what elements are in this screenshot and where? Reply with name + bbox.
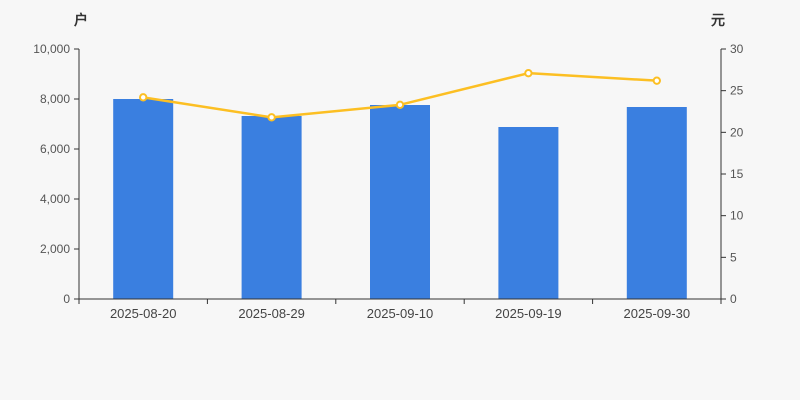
right-axis-tick-label: 25 [730,84,744,98]
axes-group: 0 2,000 4,000 6,000 8,000 10,000 0 5 10 15 20 25 30 2… [33,42,743,321]
left-axis-tick-label: 8,000 [40,92,70,106]
x-axis-date-label: 2025-09-10 [367,306,434,321]
price-point-2025-08-20[interactable] [139,93,148,102]
right-axis-tick-label: 30 [730,42,744,56]
x-axis-date-label: 2025-09-19 [495,306,562,321]
right-axis-tick-label: 20 [730,125,744,139]
left-axis-tick-label: 10,000 [33,42,70,56]
x-axis-date-label: 2025-08-29 [238,306,305,321]
right-axis-tick-label: 15 [730,167,744,181]
right-axis-tick-label: 10 [730,209,744,223]
line-group [139,68,661,122]
x-axis-date-label: 2025-08-20 [110,306,177,321]
left-axis-tick-label: 0 [63,292,70,306]
price-point-2025-09-10[interactable] [395,100,405,110]
bar-2025-09-30[interactable] [626,107,687,299]
right-axis-unit-label: 元 [711,12,725,28]
left-axis-tick-label: 4,000 [40,192,70,206]
bar-2025-09-10[interactable] [370,105,430,299]
price-point-2025-08-29[interactable] [267,113,276,122]
bar-2025-09-19[interactable] [498,127,559,299]
price-point-2025-09-30[interactable] [652,76,661,85]
x-axis-date-label: 2025-09-30 [624,306,691,321]
left-axis-unit-label: 户 [74,12,88,28]
bar-2025-08-20[interactable] [113,99,174,299]
right-axis-tick-label: 5 [730,250,737,264]
price-point-2025-09-19[interactable] [524,68,533,78]
right-axis-tick-label: 0 [730,292,737,306]
bar-2025-08-29[interactable] [241,116,302,299]
left-axis-tick-label: 6,000 [40,142,70,156]
left-axis-tick-label: 2,000 [40,242,70,256]
bars-group [113,99,687,299]
